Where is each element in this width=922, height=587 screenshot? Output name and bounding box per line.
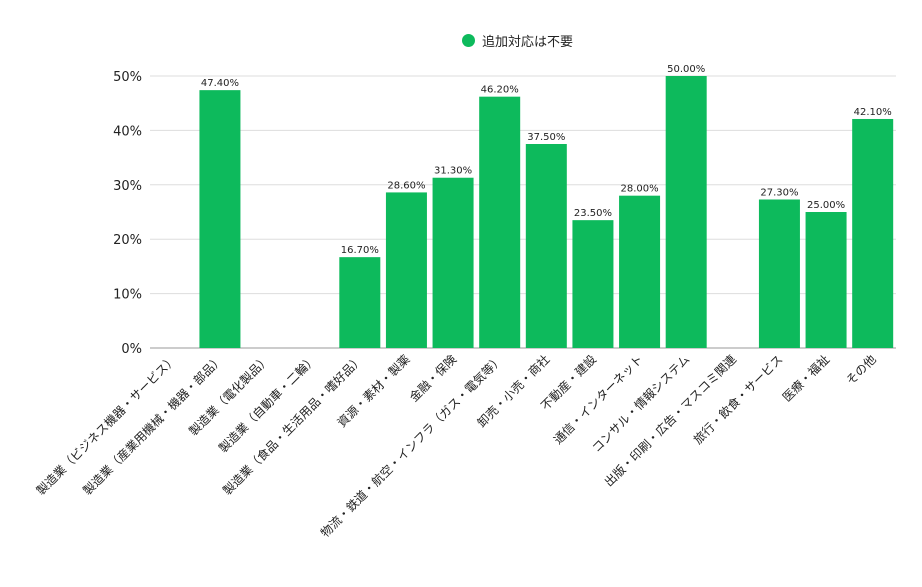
x-tick-label: その他 — [843, 352, 878, 387]
data-label: 42.10% — [854, 107, 892, 118]
data-label: 16.70% — [341, 245, 379, 256]
legend-label: 追加対応は不要 — [482, 35, 574, 50]
x-tick-label: 医療・福祉 — [779, 352, 832, 405]
y-tick-label: 40% — [113, 124, 142, 139]
x-tick-label: 製造業（電化製品） — [186, 352, 272, 438]
x-tick-label: 旅行・飲食・サービス — [690, 352, 785, 447]
bar — [572, 220, 614, 348]
data-label: 23.50% — [574, 208, 612, 219]
data-label: 50.00% — [667, 64, 705, 75]
data-label: 46.20% — [481, 85, 519, 96]
y-tick-label: 0% — [121, 342, 142, 357]
bar — [525, 144, 567, 348]
bar — [385, 192, 427, 348]
data-label: 37.50% — [527, 132, 565, 143]
bar — [339, 257, 381, 348]
data-label: 47.40% — [201, 78, 239, 89]
data-label: 28.60% — [387, 180, 425, 191]
data-label: 25.00% — [807, 200, 845, 211]
legend-marker — [462, 34, 475, 47]
bar — [479, 96, 521, 348]
y-tick-label: 50% — [113, 70, 142, 85]
data-label: 27.30% — [760, 187, 798, 198]
x-tick-label: 通信・インターネット — [551, 352, 646, 447]
y-tick-label: 20% — [113, 233, 142, 248]
y-tick-label: 10% — [113, 288, 142, 303]
bar — [619, 195, 661, 348]
bar — [432, 177, 474, 348]
bar — [665, 76, 707, 348]
data-label: 31.30% — [434, 166, 472, 177]
bar — [852, 118, 894, 348]
data-label: 28.00% — [620, 184, 658, 195]
bar — [199, 90, 241, 349]
bar — [805, 212, 847, 348]
bar — [758, 199, 800, 348]
chart-legend: 追加対応は不要 — [462, 31, 573, 50]
y-tick-label: 30% — [113, 179, 142, 194]
